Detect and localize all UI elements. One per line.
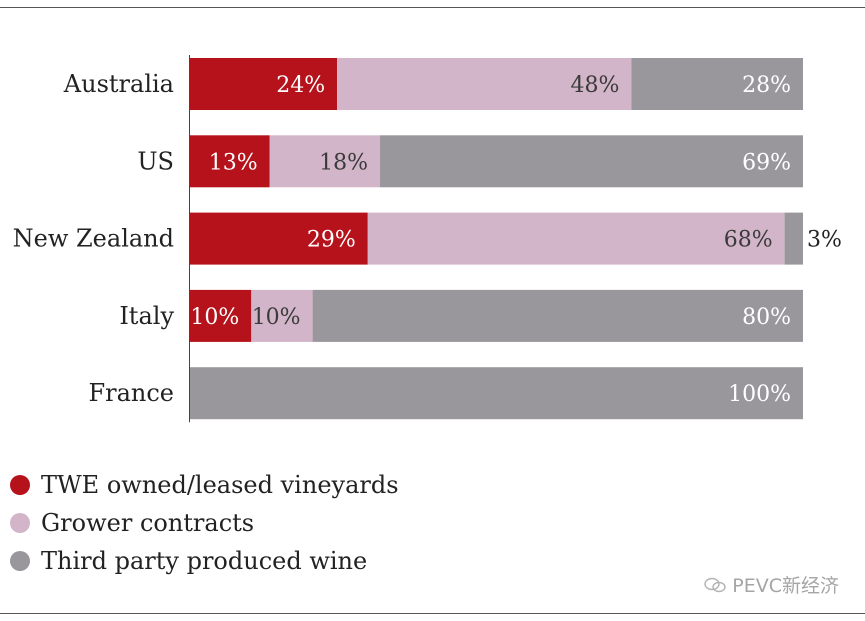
bar-australia-twe-owned-leased-vineyards xyxy=(190,58,338,110)
data-label-australia-twe-owned-leased-vineyards: 24% xyxy=(276,73,325,98)
data-label-us-third-party-produced-wine: 69% xyxy=(742,150,791,175)
bar-australia-third-party-produced-wine xyxy=(631,58,803,110)
watermark: PEVC新经济 xyxy=(704,571,839,598)
data-label-italy-third-party-produced-wine: 80% xyxy=(742,305,791,330)
bar-us-third-party-produced-wine xyxy=(380,135,803,188)
wechat-icon xyxy=(704,577,726,592)
data-label-australia-third-party-produced-wine: 28% xyxy=(742,73,791,98)
legend-swatch-grower xyxy=(10,513,30,533)
bottom-rule xyxy=(0,613,865,614)
bar-italy-twe-owned-leased-vineyards xyxy=(190,289,252,342)
watermark-text: PEVC新经济 xyxy=(732,575,839,597)
legend-label-grower: Grower contracts xyxy=(41,509,255,537)
data-label-italy-grower-contracts: 10% xyxy=(252,305,301,330)
legend: TWE owned/leased vineyards Grower contra… xyxy=(10,466,399,580)
legend-swatch-third-party xyxy=(10,551,30,571)
data-label-us-twe-owned-leased-vineyards: 13% xyxy=(209,150,258,175)
data-label-new-zealand-twe-owned-leased-vineyards: 29% xyxy=(307,228,356,253)
legend-label-third-party: Third party produced wine xyxy=(41,547,368,575)
bar-us-twe-owned-leased-vineyards xyxy=(190,135,270,188)
bar-new-zealand-twe-owned-leased-vineyards xyxy=(190,212,368,265)
bar-new-zealand-grower-contracts xyxy=(367,212,785,265)
bar-france-third-party-produced-wine xyxy=(190,367,803,420)
bar-italy-grower-contracts xyxy=(251,289,313,342)
bar-us-grower-contracts xyxy=(269,135,381,188)
data-label-new-zealand-third-party-produced-wine: 3% xyxy=(807,228,842,253)
legend-label-twe: TWE owned/leased vineyards xyxy=(41,471,399,499)
data-label-france-third-party-produced-wine: 100% xyxy=(728,382,791,407)
top-rule xyxy=(0,7,865,8)
category-label-new-zealand: New Zealand xyxy=(13,225,174,253)
stacked-bar-chart: Australia 24% 48% 28% US 13% 18% 69% New Zealand… xyxy=(13,55,842,423)
category-label-italy: Italy xyxy=(119,302,174,330)
category-label-australia: Australia xyxy=(63,70,174,98)
legend-item-grower: Grower contracts xyxy=(10,504,399,542)
category-label-france: France xyxy=(88,379,174,407)
category-label-us: US xyxy=(137,147,174,175)
data-label-australia-grower-contracts: 48% xyxy=(570,73,619,98)
legend-swatch-twe xyxy=(10,475,30,495)
bar-new-zealand-third-party-produced-wine xyxy=(784,212,803,265)
legend-item-third-party: Third party produced wine xyxy=(10,542,399,580)
bar-italy-third-party-produced-wine xyxy=(312,289,803,342)
data-label-new-zealand-grower-contracts: 68% xyxy=(724,228,773,253)
legend-item-twe: TWE owned/leased vineyards xyxy=(10,466,399,504)
bar-australia-grower-contracts xyxy=(337,58,632,110)
data-label-italy-twe-owned-leased-vineyards: 10% xyxy=(190,305,239,330)
data-label-us-grower-contracts: 18% xyxy=(319,150,368,175)
